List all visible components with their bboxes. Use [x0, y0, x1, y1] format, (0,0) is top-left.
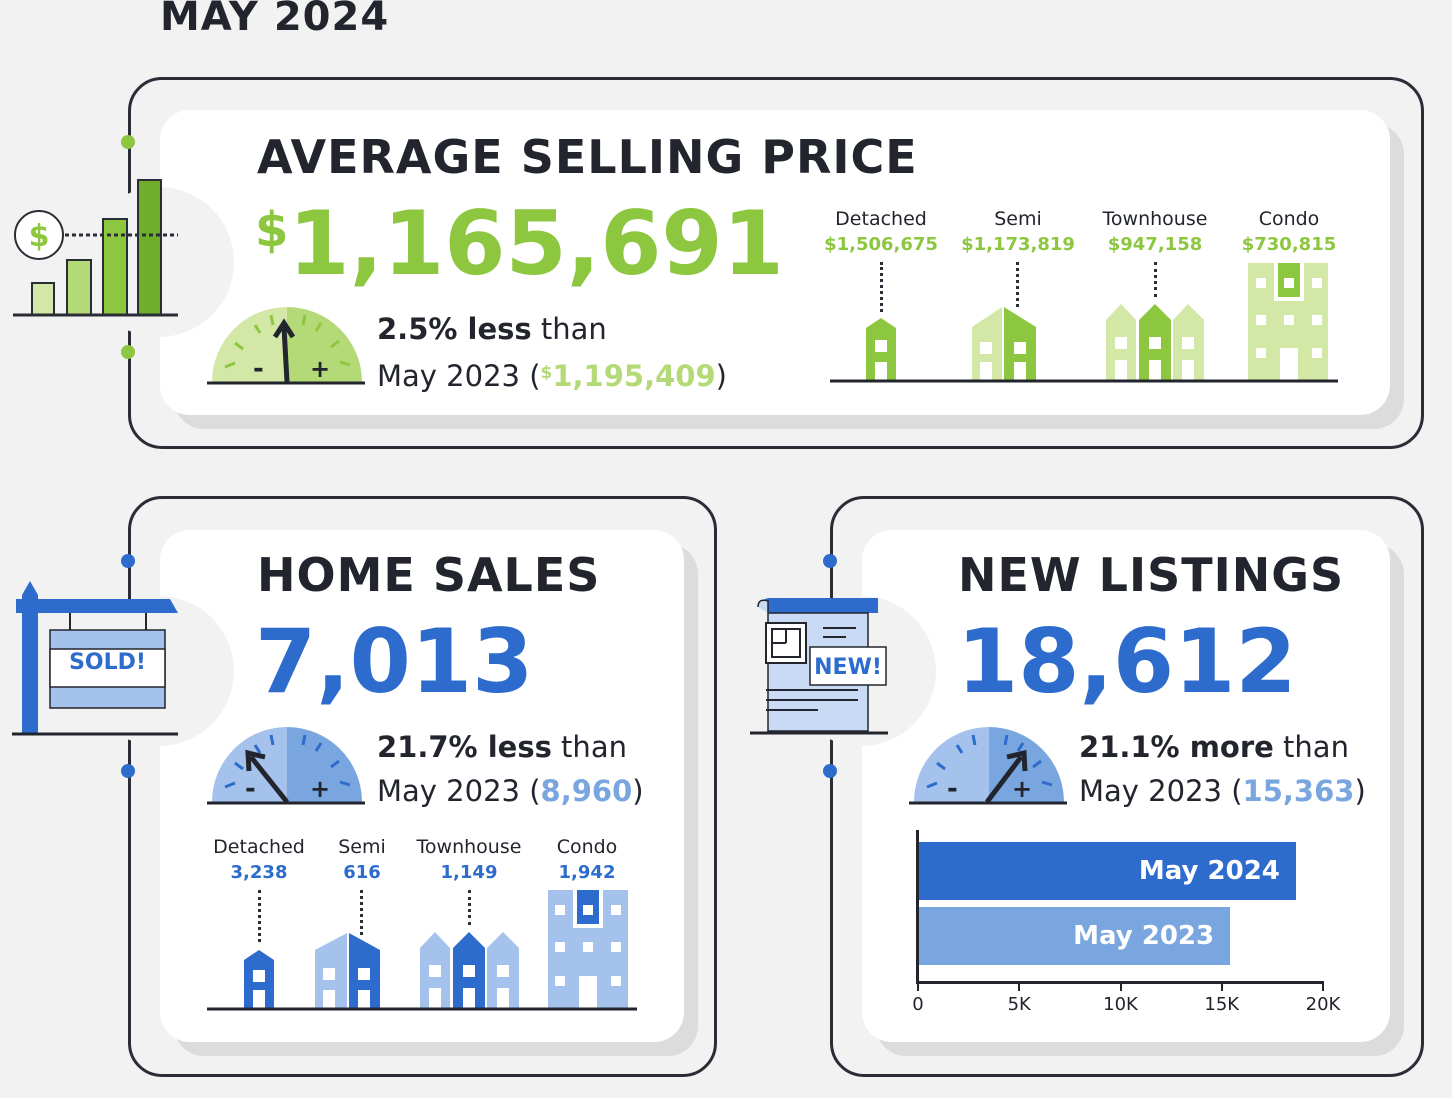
home-sales-value: 7,013 — [255, 610, 534, 713]
x-tick-label: 10K — [1103, 994, 1138, 1015]
detached-house-icon — [244, 950, 274, 1008]
new-listings-bar-chart: May 2024 May 2023 0 5K 10K 15K 20K — [912, 830, 1340, 1020]
prev-currency: $ — [540, 363, 553, 383]
new-badge-text: NEW! — [814, 655, 882, 680]
x-tick-mark — [917, 981, 919, 991]
new-listings-frame — [830, 496, 1424, 1077]
bar-label: May 2024 — [1138, 856, 1280, 886]
type-label-detached: Detached — [213, 836, 305, 858]
semi-house-icon — [315, 933, 380, 1008]
than-text: than — [531, 312, 607, 346]
prev-value: 15,363 — [1242, 774, 1355, 808]
type-label-detached: Detached — [835, 208, 927, 230]
connector-dot — [121, 345, 135, 359]
section-heading: NEW LISTINGS — [958, 548, 1345, 602]
svg-text:+: + — [1012, 775, 1032, 803]
type-label-semi: Semi — [338, 836, 386, 858]
bar-may-2024: May 2024 — [919, 842, 1296, 900]
change-percent: 21.7% less — [377, 730, 552, 764]
connector-dot — [121, 554, 135, 568]
svg-text:-: - — [245, 774, 256, 804]
house-types-illustration — [830, 263, 1338, 383]
type-label-condo: Condo — [556, 836, 618, 858]
detached-house-icon — [866, 318, 896, 380]
type-value-condo: $730,815 — [1241, 234, 1337, 255]
svg-text:-: - — [253, 354, 264, 384]
svg-text:+: + — [310, 355, 330, 383]
x-tick-mark — [1119, 981, 1122, 991]
x-tick-mark — [1220, 981, 1223, 991]
bar-label: May 2023 — [1073, 921, 1215, 951]
type-value-semi: $1,173,819 — [961, 234, 1075, 255]
connector-dot — [121, 135, 135, 149]
semi-house-icon — [972, 307, 1036, 380]
gauge-icon: - + — [909, 727, 1067, 805]
x-tick-label: 15K — [1204, 994, 1240, 1015]
type-value-condo: 1,942 — [558, 862, 616, 883]
gauge-icon: - + — [207, 727, 365, 805]
close-paren: ) — [715, 359, 727, 393]
page-title: MAY 2024 — [160, 0, 390, 40]
x-tick-mark — [1018, 981, 1021, 991]
close-paren: ) — [1354, 774, 1366, 808]
close-paren: ) — [632, 774, 644, 808]
section-heading: AVERAGE SELLING PRICE — [257, 130, 918, 184]
home-sales-frame — [128, 496, 717, 1077]
dollar-bar-chart-icon: $ — [13, 179, 178, 317]
townhouse-icon — [420, 932, 519, 1008]
svg-text:-: - — [947, 774, 958, 804]
type-label-condo: Condo — [1258, 208, 1320, 230]
type-label-townhouse: Townhouse — [1102, 208, 1208, 230]
prev-value: 1,195,409 — [552, 359, 716, 393]
prev-value: 8,960 — [540, 774, 633, 808]
average-price-value: $1,165,691 — [255, 192, 784, 295]
condo-building-icon — [548, 890, 628, 1008]
connector-dot — [121, 764, 135, 778]
type-value-semi: 616 — [343, 862, 381, 883]
townhouse-icon — [1106, 304, 1204, 380]
than-text: than — [1273, 730, 1349, 764]
sales-comparison: 21.7% less than May 2023 (8,960) — [377, 725, 644, 813]
prev-label: May 2023 ( — [377, 774, 541, 808]
type-value-townhouse: 1,149 — [440, 862, 498, 883]
price-comparison: 2.5% less than May 2023 ($1,195,409) — [377, 307, 727, 398]
x-tick-label: 0 — [912, 994, 924, 1015]
gauge-icon: - + — [207, 307, 365, 385]
listings-comparison: 21.1% more than May 2023 (15,363) — [1079, 725, 1366, 813]
sold-sign-icon — [12, 581, 178, 736]
currency-symbol: $ — [255, 202, 289, 258]
type-value-townhouse: $947,158 — [1107, 234, 1203, 255]
x-tick-mark — [1322, 981, 1324, 991]
prev-label: May 2023 ( — [377, 359, 541, 393]
prev-label: May 2023 ( — [1079, 774, 1243, 808]
connector-dot — [823, 764, 837, 778]
change-percent: 2.5% less — [377, 312, 532, 346]
type-value-detached: $1,506,675 — [824, 234, 938, 255]
type-label-townhouse: Townhouse — [416, 836, 522, 858]
svg-text:$: $ — [29, 219, 50, 254]
section-heading: HOME SALES — [257, 548, 601, 602]
y-axis — [916, 830, 919, 983]
change-percent: 21.1% more — [1079, 730, 1274, 764]
connector-dot — [823, 554, 837, 568]
new-listings-value: 18,612 — [957, 610, 1297, 713]
house-types-illustration — [207, 890, 637, 1011]
bar-may-2023: May 2023 — [919, 907, 1231, 965]
price-number: 1,165,691 — [288, 192, 784, 295]
x-tick-label: 20K — [1305, 994, 1341, 1015]
sold-sign-text: SOLD! — [69, 650, 146, 675]
condo-building-icon — [1248, 263, 1328, 380]
than-text: than — [551, 730, 627, 764]
x-tick-label: 5K — [1007, 994, 1031, 1015]
type-label-semi: Semi — [994, 208, 1042, 230]
type-value-detached: 3,238 — [230, 862, 288, 883]
new-listing-document-icon — [750, 598, 888, 735]
svg-text:+: + — [310, 775, 330, 803]
